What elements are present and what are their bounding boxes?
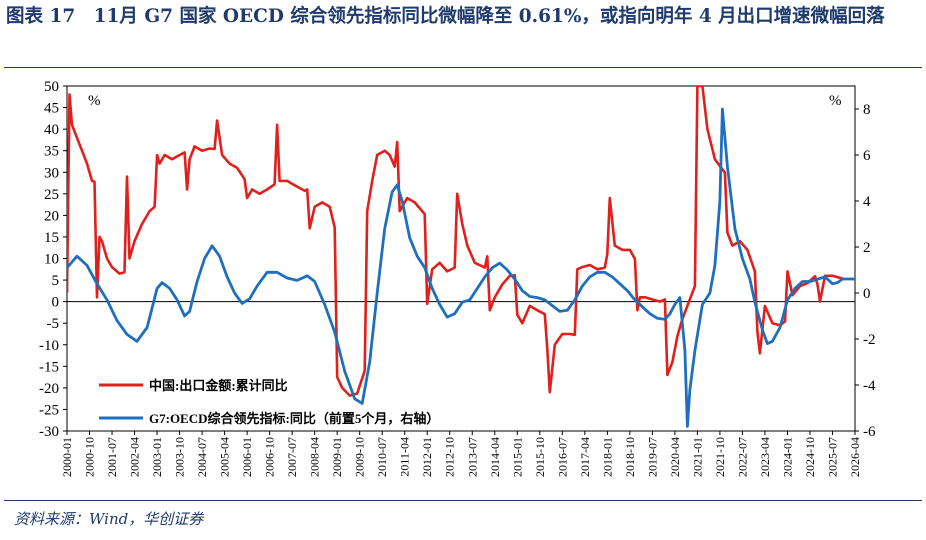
left-tick-label: -20	[39, 381, 59, 397]
x-tick-label: 2012-10	[443, 437, 457, 477]
x-axis: 2000-01 2000-10 2001-07 2002-04 2003-01 2003-…	[60, 431, 862, 477]
right-axis-unit: %	[829, 93, 842, 109]
x-tick-label: 2009-01	[330, 437, 344, 477]
left-tick-label: 20	[44, 208, 59, 224]
x-tick-label: 2018-10	[623, 437, 637, 477]
x-tick-label: 2005-04	[218, 437, 232, 477]
right-tick-label: 8	[863, 102, 871, 118]
series-lines	[67, 86, 855, 428]
x-tick-label: 2014-04	[488, 437, 502, 477]
left-tick-label: -30	[39, 424, 59, 440]
x-tick-label: 2002-04	[128, 437, 142, 477]
left-tick-label: 15	[44, 230, 59, 246]
left-tick-label: -25	[39, 402, 59, 418]
x-tick-label: 2013-07	[465, 437, 479, 477]
legend-label-china: 中国:出口金额:累计同比	[149, 378, 288, 393]
left-tick-label: 25	[44, 187, 59, 203]
x-tick-label: 2000-10	[83, 437, 97, 477]
series-line-g7-oecd-cli	[67, 107, 855, 428]
left-tick-label: -10	[39, 338, 59, 354]
x-tick-label: 2007-07	[285, 437, 299, 477]
x-tick-label: 2017-04	[578, 437, 592, 477]
x-tick-label: 2020-04	[668, 437, 682, 477]
x-tick-label: 2024-10	[803, 437, 817, 477]
right-tick-label: 0	[863, 286, 871, 302]
x-tick-label: 2026-04	[848, 437, 862, 477]
left-tick-label: 35	[44, 144, 59, 160]
x-tick-label: 2018-01	[600, 437, 614, 477]
left-tick-label: 50	[44, 79, 59, 95]
source-divider	[4, 500, 922, 501]
x-tick-label: 2009-10	[353, 437, 367, 477]
x-tick-label: 2021-10	[713, 437, 727, 477]
x-tick-label: 2023-04	[758, 437, 772, 477]
legend: 中国:出口金额:累计同比 G7:OECD综合领先指标:同比（前置5个月，右轴）	[99, 378, 439, 426]
x-tick-label: 2006-01	[240, 437, 254, 477]
series-line-china-export	[67, 86, 843, 397]
x-tick-label: 2003-01	[150, 437, 164, 477]
right-tick-label: 4	[863, 194, 871, 210]
right-tick-label: 2	[863, 240, 871, 256]
left-tick-label: 40	[44, 122, 59, 138]
title-divider	[4, 67, 922, 68]
left-tick-label: 10	[44, 252, 59, 268]
right-tick-label: -6	[863, 424, 876, 440]
x-tick-label: 2008-04	[308, 437, 322, 477]
right-axis: 8 6 4 2 0 -2 -4 -6	[855, 102, 876, 440]
x-tick-label: 2022-07	[735, 437, 749, 477]
x-tick-label: 2003-10	[173, 437, 187, 477]
left-tick-label: 30	[44, 165, 59, 181]
x-tick-label: 2006-10	[263, 437, 277, 477]
x-tick-label: 2024-01	[780, 437, 794, 477]
chart-title: 图表 17 11月 G7 国家 OECD 综合领先指标同比微幅降至 0.61%，…	[6, 6, 885, 27]
x-tick-label: 2016-07	[555, 437, 569, 477]
x-tick-label: 2010-07	[375, 437, 389, 477]
right-tick-label: -4	[863, 378, 876, 394]
x-tick-label: 2021-01	[690, 437, 704, 477]
left-tick-label: -5	[47, 316, 60, 332]
x-tick-label: 2019-07	[645, 437, 659, 477]
x-tick-label: 2025-07	[825, 437, 839, 477]
x-tick-label: 2015-01	[510, 437, 524, 477]
source-note: 资料来源：Wind，华创证券	[14, 510, 204, 528]
left-tick-label: 5	[52, 273, 60, 289]
left-axis-unit: %	[88, 93, 101, 109]
x-tick-label: 2012-01	[420, 437, 434, 477]
right-tick-label: 6	[863, 148, 871, 164]
x-tick-label: 2015-10	[533, 437, 547, 477]
left-tick-label: 0	[52, 295, 60, 311]
x-tick-label: 2004-07	[195, 437, 209, 477]
x-tick-label: 2001-07	[105, 437, 119, 477]
legend-label-g7: G7:OECD综合领先指标:同比（前置5个月，右轴）	[149, 411, 439, 426]
x-tick-label: 2011-04	[398, 437, 412, 477]
x-tick-label: 2000-01	[60, 437, 74, 477]
left-tick-label: -15	[39, 359, 59, 375]
left-tick-label: 45	[44, 101, 59, 117]
right-tick-label: -2	[863, 332, 876, 348]
